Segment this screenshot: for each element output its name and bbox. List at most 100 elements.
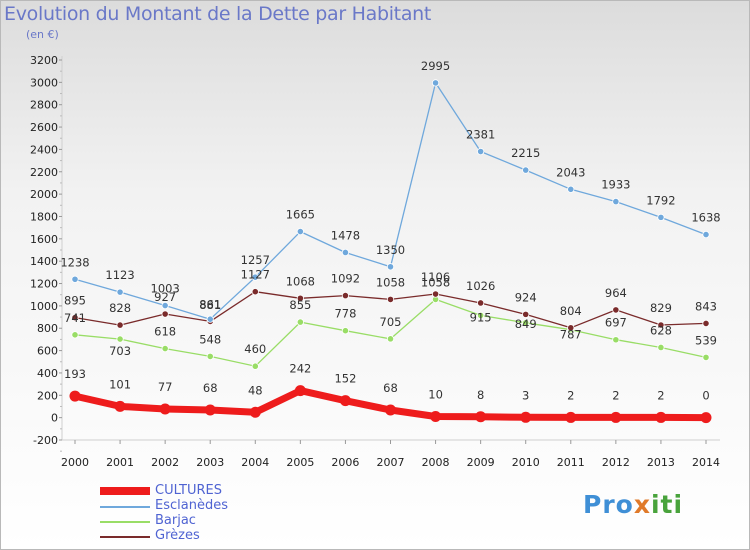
data-point <box>610 411 622 423</box>
data-label: 10 <box>428 388 443 402</box>
data-point <box>386 295 395 303</box>
x-tick-label: 2003 <box>196 456 224 469</box>
data-point <box>296 318 304 326</box>
data-point <box>339 395 351 407</box>
x-tick-label: 2001 <box>106 456 134 469</box>
data-point <box>116 335 124 343</box>
data-point <box>249 406 261 418</box>
data-label: 48 <box>248 383 263 397</box>
data-label: 68 <box>383 381 398 395</box>
data-label: 1123 <box>105 268 134 282</box>
data-label: 2043 <box>556 165 585 179</box>
data-label: 1933 <box>601 178 630 192</box>
y-tick-label: -200 <box>33 434 58 447</box>
data-label: 1638 <box>691 211 720 225</box>
y-tick-label: 2200 <box>30 166 58 179</box>
data-label: 1003 <box>151 282 180 296</box>
y-tick-label: 0 <box>51 412 58 425</box>
data-label: 843 <box>695 299 717 313</box>
data-point <box>159 403 171 415</box>
data-point <box>567 324 575 332</box>
data-label: 703 <box>109 344 131 358</box>
data-label: 849 <box>515 317 537 331</box>
data-label: 828 <box>109 301 131 315</box>
data-point <box>612 198 620 206</box>
data-label: 1350 <box>376 243 405 257</box>
y-tick-label: 3000 <box>30 76 58 89</box>
data-point <box>522 319 530 327</box>
x-tick-label: 2002 <box>151 456 179 469</box>
data-label: 924 <box>515 290 537 304</box>
data-point <box>657 321 665 329</box>
data-label: 548 <box>199 332 221 346</box>
data-point <box>114 400 126 412</box>
x-tick-label: 2005 <box>286 456 314 469</box>
data-point <box>386 263 395 271</box>
data-point <box>702 230 710 239</box>
data-label: 881 <box>199 298 221 312</box>
data-point <box>520 411 532 423</box>
legend-label: Esclanèdes <box>155 498 228 513</box>
x-tick-label: 2011 <box>557 456 585 469</box>
data-label: 705 <box>380 315 402 329</box>
x-tick-label: 2007 <box>377 456 405 469</box>
data-label: 193 <box>64 367 86 381</box>
data-label: 1026 <box>466 279 495 293</box>
data-label: 2995 <box>421 59 450 73</box>
data-point <box>700 412 712 424</box>
data-label: 804 <box>560 304 582 318</box>
data-point <box>251 273 259 281</box>
data-point <box>431 79 440 87</box>
data-label: 628 <box>650 323 672 337</box>
x-tick-label: 2014 <box>692 456 720 469</box>
data-label: 460 <box>244 342 266 356</box>
data-point <box>386 335 395 343</box>
data-label: 741 <box>64 311 86 325</box>
data-label: 101 <box>109 377 131 391</box>
logo-part-iti: iti <box>650 490 684 519</box>
data-point <box>341 248 350 257</box>
data-point <box>567 185 575 193</box>
data-label: 927 <box>154 290 176 304</box>
data-label: 2 <box>657 388 664 402</box>
data-label: 787 <box>560 328 582 342</box>
data-point <box>161 344 169 353</box>
logo-part-x: x <box>633 490 651 519</box>
data-point <box>161 310 169 318</box>
proxiti-logo: Proxiti <box>583 490 683 519</box>
data-label: 77 <box>158 380 173 394</box>
x-tick-label: 2006 <box>331 456 359 469</box>
y-tick-label: 1800 <box>30 210 58 223</box>
data-point <box>431 290 440 298</box>
data-point <box>430 411 442 423</box>
data-point <box>657 213 665 221</box>
legend-swatch <box>100 536 150 538</box>
data-point <box>204 404 216 416</box>
y-tick-label: 1200 <box>30 278 58 291</box>
data-point <box>296 227 304 236</box>
legend-label: CULTURES <box>155 483 222 498</box>
data-point <box>475 411 487 423</box>
x-tick-label: 2012 <box>602 456 630 469</box>
y-tick-label: 3200 <box>30 54 58 67</box>
chart-subtitle: (en €) <box>26 28 59 41</box>
data-label: 1478 <box>331 228 360 242</box>
y-tick-label: 400 <box>37 367 58 380</box>
y-tick-label: 2400 <box>30 143 58 156</box>
data-point <box>116 288 124 296</box>
data-label: 697 <box>605 316 627 330</box>
y-tick-label: 1400 <box>30 255 58 268</box>
y-tick-label: 1600 <box>30 233 58 246</box>
data-label: 539 <box>695 333 717 347</box>
legend-swatch <box>100 506 150 508</box>
data-point <box>161 301 169 310</box>
legend-label: Grèzes <box>155 528 200 543</box>
data-point <box>612 306 620 314</box>
data-point <box>565 411 577 423</box>
data-point <box>477 147 485 156</box>
data-point <box>657 343 665 352</box>
data-point <box>116 321 124 329</box>
x-tick-label: 2000 <box>61 456 89 469</box>
